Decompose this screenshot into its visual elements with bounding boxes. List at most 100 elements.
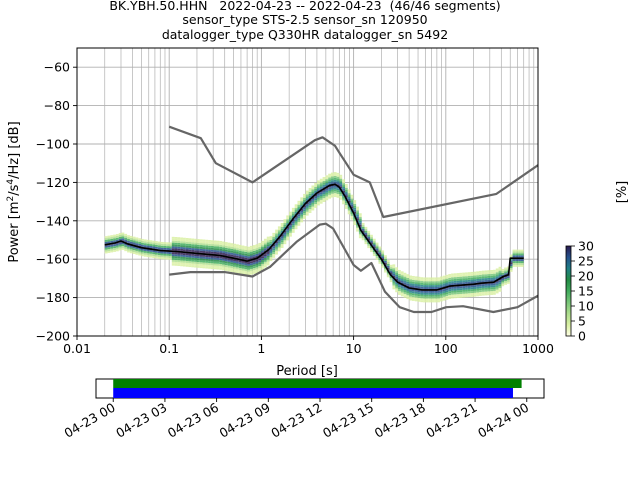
density-cell	[224, 242, 228, 244]
density-cell	[308, 209, 312, 212]
density-cell	[442, 294, 446, 297]
density-cell	[163, 257, 167, 260]
density-cell	[448, 279, 452, 282]
density-cell	[236, 250, 239, 253]
density-cell	[275, 246, 278, 249]
density-cell	[272, 232, 276, 235]
density-cell	[300, 197, 304, 200]
density-cell	[266, 240, 270, 243]
density-cell	[484, 276, 488, 279]
density-cell	[465, 281, 468, 284]
density-cell	[305, 192, 309, 195]
density-cell	[205, 239, 209, 242]
density-cell	[442, 279, 446, 282]
density-cell	[194, 254, 197, 257]
density-cell	[431, 287, 435, 289]
density-cell	[356, 216, 359, 219]
density-cell	[202, 251, 206, 253]
density-cell	[518, 259, 521, 262]
density-cell	[143, 250, 147, 253]
density-cell	[202, 243, 206, 246]
density-cell	[280, 224, 284, 227]
density-cell	[163, 247, 167, 250]
density-cell	[166, 255, 169, 258]
density-cell	[143, 245, 147, 248]
density-cell	[392, 287, 396, 290]
density-cell	[361, 222, 365, 225]
density-cell	[378, 250, 382, 253]
density-cell	[199, 260, 203, 263]
density-cell	[291, 213, 295, 216]
density-cell	[208, 239, 211, 242]
density-cell	[196, 244, 200, 247]
density-cell	[236, 252, 239, 254]
density-cell	[188, 263, 192, 266]
density-cell	[428, 285, 432, 288]
density-cell	[121, 242, 125, 245]
density-cell	[160, 241, 164, 244]
density-cell	[400, 280, 404, 283]
density-cell	[252, 252, 256, 255]
density-cell	[381, 265, 385, 268]
density-cell	[233, 264, 237, 267]
density-cell	[442, 281, 446, 284]
density-cell	[233, 255, 237, 258]
density-cell	[155, 246, 158, 249]
density-cell	[361, 234, 365, 237]
density-cell	[462, 286, 466, 288]
density-cell	[473, 285, 477, 288]
density-cell	[185, 249, 189, 252]
density-cell	[135, 237, 139, 240]
density-cell	[420, 296, 424, 299]
density-cell	[305, 207, 309, 210]
density-cell	[182, 239, 186, 242]
density-cell	[336, 178, 340, 181]
density-cell	[520, 253, 524, 256]
density-cell	[249, 251, 253, 254]
density-cell	[182, 256, 186, 259]
density-cell	[361, 224, 365, 227]
density-cell	[350, 217, 354, 220]
density-cell	[445, 297, 449, 300]
density-cell	[305, 209, 309, 212]
density-cell	[174, 256, 178, 259]
density-cell	[244, 257, 248, 260]
density-cell	[277, 237, 281, 240]
density-cell	[157, 251, 161, 254]
density-cell	[152, 242, 156, 245]
density-cell	[258, 250, 262, 253]
density-cell	[188, 240, 192, 243]
density-cell	[417, 297, 421, 300]
density-cell	[236, 244, 239, 247]
density-cell	[249, 245, 253, 248]
density-cell	[199, 243, 203, 246]
density-cell	[459, 286, 463, 289]
density-cell	[205, 243, 209, 246]
density-cell	[325, 177, 329, 180]
density-cell	[199, 254, 203, 257]
density-cell	[236, 253, 239, 256]
density-cell	[409, 296, 412, 299]
density-cell	[367, 232, 371, 235]
density-cell	[277, 234, 281, 236]
density-cell	[504, 280, 507, 283]
density-cell	[277, 241, 281, 244]
timeline-tick-label: 04-23 15	[320, 400, 376, 441]
density-cell	[484, 291, 488, 294]
density-cell	[191, 246, 195, 249]
density-cell	[398, 289, 401, 292]
density-cell	[182, 237, 186, 240]
timeline-blue-bar	[113, 388, 513, 398]
density-cell	[230, 270, 234, 272]
density-cell	[487, 279, 491, 282]
density-cell	[280, 226, 284, 229]
density-cell	[403, 286, 407, 289]
density-cell	[180, 248, 183, 251]
density-cell	[258, 252, 262, 255]
density-cell	[395, 276, 399, 279]
density-cell	[437, 277, 440, 280]
density-cell	[168, 257, 172, 260]
density-cell	[518, 264, 521, 267]
density-cell	[333, 172, 337, 174]
density-cell	[347, 191, 351, 194]
